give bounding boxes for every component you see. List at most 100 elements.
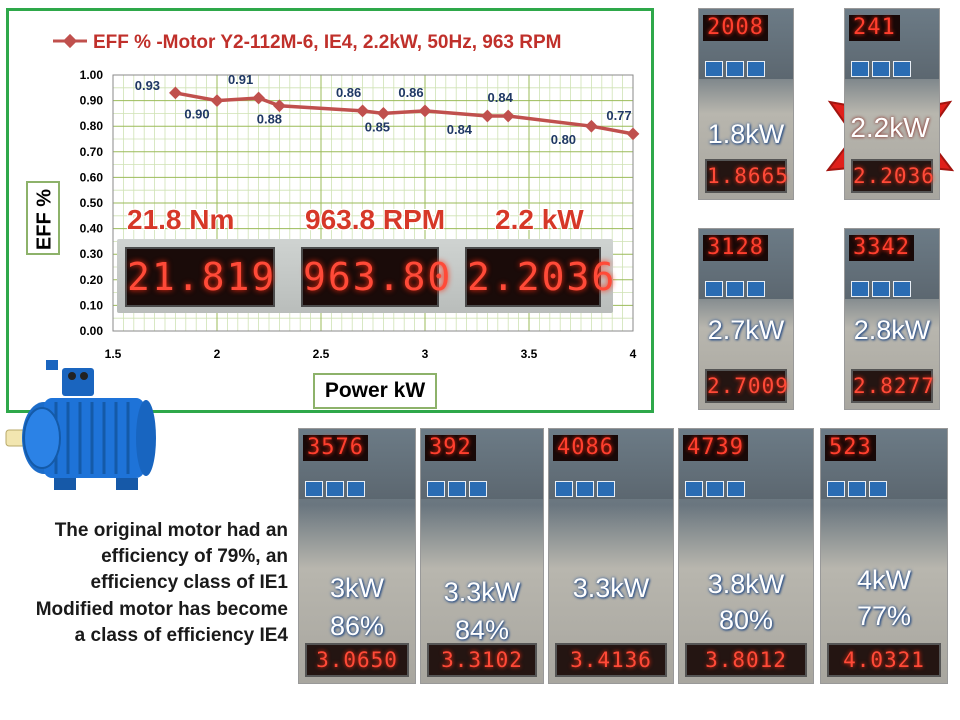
meter-keys	[427, 481, 490, 502]
lcd-meter-strip: 21.819 963.80 2.2036	[117, 239, 614, 313]
top-display: 523	[825, 435, 876, 461]
y-tick-label: 0.60	[80, 170, 104, 184]
power-caption: 2.2 kW	[495, 204, 584, 235]
data-point	[169, 86, 182, 100]
photo-power-label: 3.3kW	[572, 573, 650, 603]
top-display: 2008	[703, 15, 768, 41]
y-tick-label: 0.40	[80, 222, 104, 236]
y-tick-label: 0.20	[80, 273, 104, 287]
data-point	[356, 104, 369, 118]
meter-photo-9: 523 4kW 77% 4.0321	[820, 428, 948, 684]
chart-title: EFF % -Motor Y2-112M-6, IE4, 2.2kW, 50Hz…	[93, 32, 561, 53]
bottom-display: 3.3102	[427, 643, 537, 677]
meter-keys	[851, 61, 914, 82]
data-point	[418, 104, 432, 118]
bottom-display: 4.0321	[827, 643, 941, 677]
photo-power-label: 2.7kW	[707, 315, 785, 345]
meter-photo-1: 2008 1.8kW 1.8665	[698, 8, 794, 200]
top-display: 241	[849, 15, 900, 41]
data-label: 0.91	[228, 72, 253, 87]
meter-keys	[555, 481, 618, 502]
photo-power-label: 3.8kW	[707, 569, 785, 599]
data-point	[626, 127, 640, 141]
meter-photo-4: 3342 2.8kW 2.8277	[844, 228, 940, 410]
y-axis-label-box: EFF %	[26, 181, 60, 255]
photo-power-label: 2.8kW	[853, 315, 931, 345]
y-tick-label: 0.10	[80, 298, 104, 312]
data-label: 0.93	[135, 78, 160, 93]
x-tick-label: 1.5	[105, 347, 122, 361]
x-tick-label: 3.5	[521, 347, 538, 361]
data-point	[273, 99, 286, 113]
note-line: efficiency of 79%, an	[101, 546, 288, 568]
top-display: 3342	[849, 235, 914, 261]
meter-keys	[827, 481, 890, 502]
x-tick-label: 3	[422, 347, 429, 361]
data-label: 0.86	[398, 85, 423, 100]
torque-display: 21.819	[125, 247, 275, 307]
note-line: Modified motor has become	[35, 598, 288, 620]
x-tick-label: 2	[214, 347, 221, 361]
efficiency-note: The original motor had an efficiency of …	[2, 518, 288, 649]
data-point	[377, 107, 390, 120]
photo-eff-label: 84%	[454, 615, 510, 645]
data-label: 0.85	[365, 119, 390, 134]
meter-keys	[305, 481, 368, 502]
bottom-display: 2.8277	[851, 369, 934, 403]
photo-power-label: 4kW	[857, 565, 911, 595]
y-tick-label: 0.30	[80, 247, 104, 261]
top-display: 392	[425, 435, 476, 461]
data-label: 0.80	[551, 132, 576, 147]
photo-eff-label: 80%	[718, 605, 774, 635]
meter-keys	[705, 61, 768, 82]
data-point	[481, 109, 494, 123]
bottom-display: 3.8012	[685, 643, 807, 677]
legend-marker	[62, 33, 78, 49]
note-line: efficiency class of IE1	[90, 572, 289, 594]
efficiency-chart-frame: 0.00 0.10 0.20 0.30 0.40 0.50 0.60 0.70 0.80 0.90…	[6, 8, 654, 413]
y-tick-label: 0.00	[80, 324, 104, 338]
x-axis-label: Power kW	[313, 373, 437, 409]
bottom-display: 1.8665	[705, 159, 788, 193]
data-label: 0.84	[488, 90, 514, 105]
data-point	[252, 91, 265, 105]
meter-photo-8: 4739 3.8kW 80% 3.8012	[678, 428, 814, 684]
meter-keys	[705, 281, 768, 302]
electric-motor-icon	[5, 360, 156, 490]
y-tick-label: 0.50	[80, 196, 104, 210]
top-display: 4739	[683, 435, 748, 461]
data-label: 0.90	[184, 107, 209, 122]
data-point	[501, 109, 515, 123]
efficiency-chart: 0.00 0.10 0.20 0.30 0.40 0.50 0.60 0.70 0.80 0.90…	[53, 32, 640, 361]
bottom-display: 3.4136	[555, 643, 667, 677]
data-label: 0.86	[336, 85, 361, 100]
data-label: 0.88	[257, 112, 282, 127]
top-display: 3128	[703, 235, 768, 261]
plot-area-border	[112, 74, 634, 332]
photo-power-label: 3.3kW	[443, 577, 521, 607]
y-axis-label: EFF %	[33, 188, 56, 251]
data-label: 0.84	[447, 122, 473, 137]
data-label: 0.77	[606, 108, 631, 123]
bottom-display: 3.0650	[305, 643, 409, 677]
note-line: a class of efficiency IE4	[74, 624, 288, 646]
y-tick-label: 0.70	[80, 145, 104, 159]
photo-power-label: 1.8kW	[707, 119, 785, 149]
photo-eff-label: 77%	[856, 601, 912, 631]
photo-eff-label: 86%	[329, 611, 385, 641]
rpm-caption: 963.8 RPM	[305, 204, 446, 235]
meter-photo-2: 241 2.2036	[844, 8, 940, 200]
x-tick-label: 4	[630, 347, 637, 361]
meter-photo-6: 392 3.3kW 84% 3.3102	[420, 428, 544, 684]
bottom-display: 2.7009	[705, 369, 788, 403]
meter-photo-5: 3576 3kW 86% 3.0650	[298, 428, 416, 684]
photo-power-label: 3kW	[330, 573, 384, 603]
highlight-power-label: 2.2kW	[850, 112, 930, 143]
rpm-display: 963.80	[301, 247, 450, 307]
meter-keys	[851, 281, 914, 302]
data-point	[210, 94, 224, 107]
note-line: The original motor had an	[54, 520, 288, 541]
top-display: 3576	[303, 435, 368, 461]
top-display: 4086	[553, 435, 618, 461]
meter-photo-3: 3128 2.7kW 2.7009	[698, 228, 794, 410]
